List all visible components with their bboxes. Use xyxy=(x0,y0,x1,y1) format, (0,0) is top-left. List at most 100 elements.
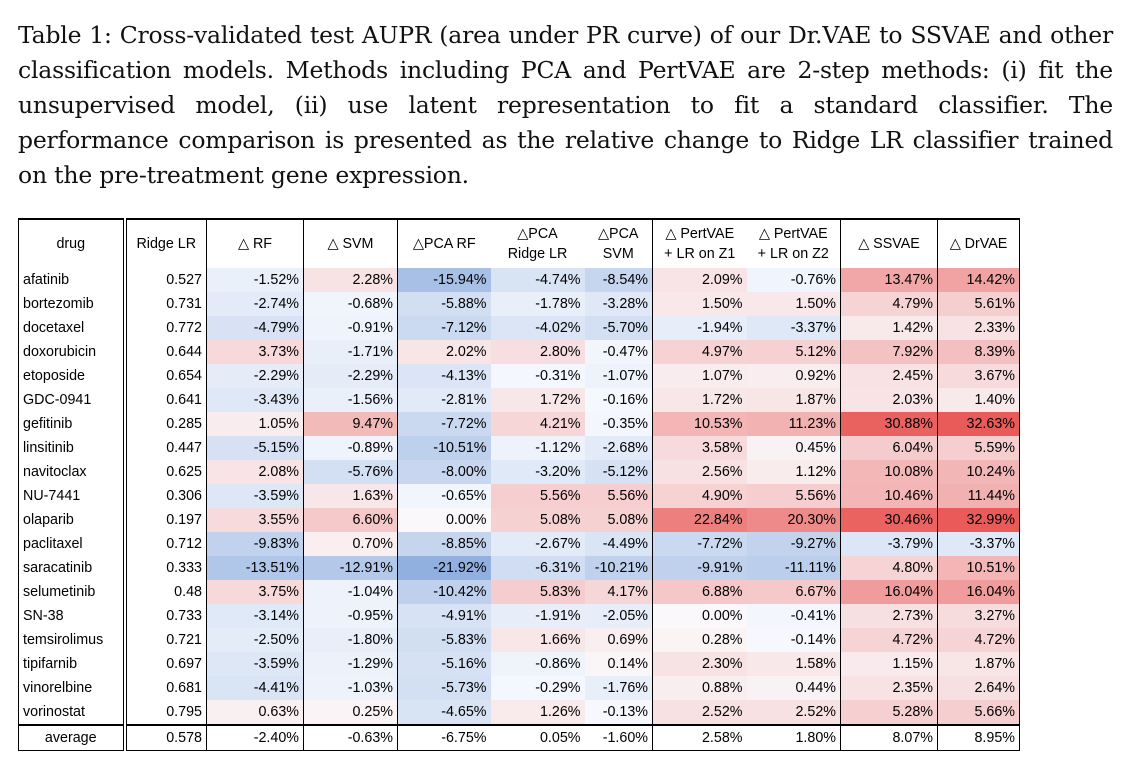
delta-cell: -0.89% xyxy=(303,436,398,460)
delta-cell: 2.35% xyxy=(840,676,938,700)
delta-cell: -7.12% xyxy=(397,316,491,340)
delta-cell: -3.43% xyxy=(206,388,304,412)
table-row: selumetinib 0.48 3.75% -1.04% -10.42% 5.83% 4.… xyxy=(18,580,1020,604)
table-row: GDC-0941 0.641 -3.43% -1.56% -2.81% 1.72% -0.1… xyxy=(18,388,1020,412)
delta-cell: 2.56% xyxy=(652,460,747,484)
delta-cell: -5.83% xyxy=(397,628,491,652)
column-header-line: △PCA xyxy=(598,226,639,242)
average-row: average 0.578 -2.40% -0.63% -6.75% 0.05% -1.60… xyxy=(18,724,1020,751)
delta-cell: -0.76% xyxy=(746,268,841,292)
delta-cell: 6.88% xyxy=(652,580,747,604)
column-header: △ SVM xyxy=(303,218,398,268)
delta-cell: -1.07% xyxy=(584,364,653,388)
delta-cell: 3.73% xyxy=(206,340,304,364)
delta-cell: 2.28% xyxy=(303,268,398,292)
ridge-lr-cell: 0.48 xyxy=(174,584,202,600)
delta-cell: 0.63% xyxy=(206,700,304,725)
drug-name-cell: saracatinib xyxy=(18,556,127,580)
delta-cell: 11.23% xyxy=(746,412,841,436)
table-body: afatinib 0.527 -1.52% 2.28% -15.94% -4.74% -8.… xyxy=(18,268,1020,751)
delta-cell: 0.88% xyxy=(652,676,747,700)
delta-cell: -9.83% xyxy=(206,532,304,556)
delta-cell: -0.14% xyxy=(746,628,841,652)
delta-cell: -0.16% xyxy=(584,388,653,412)
delta-cell: 1.15% xyxy=(840,652,938,676)
delta-cell: 3.27% xyxy=(937,604,1020,628)
column-header-line: drug xyxy=(56,236,86,252)
delta-cell: 0.28% xyxy=(652,628,747,652)
drug-name-cell: selumetinib xyxy=(18,580,127,604)
delta-cell: 5.56% xyxy=(746,484,841,508)
delta-cell: -1.29% xyxy=(303,652,398,676)
drug-name-cell: olaparib xyxy=(18,508,127,532)
delta-cell: 8.07% xyxy=(840,724,938,751)
drug-name-cell: doxorubicin xyxy=(18,340,127,364)
delta-cell: 4.72% xyxy=(840,628,938,652)
delta-cell: 2.73% xyxy=(840,604,938,628)
delta-cell: -1.71% xyxy=(303,340,398,364)
delta-cell: -2.67% xyxy=(490,532,585,556)
delta-cell: 1.58% xyxy=(746,652,841,676)
delta-cell: -1.52% xyxy=(206,268,304,292)
delta-cell: -4.02% xyxy=(490,316,585,340)
table-row: afatinib 0.527 -1.52% 2.28% -15.94% -4.74% -8.… xyxy=(18,268,1020,292)
delta-cell: -1.78% xyxy=(490,292,585,316)
table-row: saracatinib 0.333 -13.51% -12.91% -21.92% -6.… xyxy=(18,556,1020,580)
column-header-line: + LR on Z1 xyxy=(664,246,736,262)
delta-cell: -0.35% xyxy=(584,412,653,436)
delta-cell: 4.72% xyxy=(937,628,1020,652)
ridge-lr-cell: 0.654 xyxy=(166,368,202,384)
delta-cell: -1.12% xyxy=(490,436,585,460)
delta-cell: 0.00% xyxy=(652,604,747,628)
delta-cell: -10.51% xyxy=(397,436,491,460)
delta-cell: 22.84% xyxy=(652,508,747,532)
table-row: navitoclax 0.625 2.08% -5.76% -8.00% -3.20% -5… xyxy=(18,460,1020,484)
delta-cell: 2.80% xyxy=(490,340,585,364)
delta-cell: -3.37% xyxy=(746,316,841,340)
delta-cell: 5.61% xyxy=(937,292,1020,316)
ridge-lr-cell: 0.447 xyxy=(166,440,202,456)
delta-cell: 32.63% xyxy=(937,412,1020,436)
delta-cell: 2.03% xyxy=(840,388,938,412)
delta-cell: 5.83% xyxy=(490,580,585,604)
delta-cell: 16.04% xyxy=(937,580,1020,604)
column-header-line: Ridge LR xyxy=(136,236,197,252)
delta-cell: -0.13% xyxy=(584,700,653,725)
ridge-lr-cell: 0.721 xyxy=(166,632,202,648)
delta-cell: 2.08% xyxy=(206,460,304,484)
delta-cell: 1.72% xyxy=(490,388,585,412)
ridge-lr-cell: 0.641 xyxy=(166,392,202,408)
delta-cell: 1.50% xyxy=(652,292,747,316)
delta-cell: -1.56% xyxy=(303,388,398,412)
delta-cell: -3.14% xyxy=(206,604,304,628)
delta-cell: -2.50% xyxy=(206,628,304,652)
delta-cell: 1.63% xyxy=(303,484,398,508)
delta-cell: 1.87% xyxy=(937,652,1020,676)
delta-cell: -4.65% xyxy=(397,700,491,725)
column-header-line: △ PertVAE xyxy=(758,226,828,242)
delta-cell: 3.75% xyxy=(206,580,304,604)
delta-cell: 1.87% xyxy=(746,388,841,412)
table-row: olaparib 0.197 3.55% 6.60% 0.00% 5.08% 5.08% 22… xyxy=(18,508,1020,532)
delta-cell: 8.39% xyxy=(937,340,1020,364)
drug-name-cell: afatinib xyxy=(18,268,127,292)
delta-cell: -1.60% xyxy=(584,724,653,751)
delta-cell: -1.76% xyxy=(584,676,653,700)
column-header: △PCA RF xyxy=(397,218,491,268)
ridge-lr-cell: 0.285 xyxy=(166,416,202,432)
delta-cell: -1.03% xyxy=(303,676,398,700)
ridge-lr-cell: 0.795 xyxy=(166,704,202,720)
column-header-line: △ SVM xyxy=(327,236,374,252)
delta-cell: -5.16% xyxy=(397,652,491,676)
delta-cell: -2.05% xyxy=(584,604,653,628)
ridge-lr-cell: 0.625 xyxy=(166,464,202,480)
delta-cell: 13.47% xyxy=(840,268,938,292)
drug-name-cell: paclitaxel xyxy=(18,532,127,556)
delta-cell: 2.58% xyxy=(652,724,747,751)
table-row: linsitinib 0.447 -5.15% -0.89% -10.51% -1.12%… xyxy=(18,436,1020,460)
drug-name-cell: SN-38 xyxy=(18,604,127,628)
ridge-lr-cell: 0.644 xyxy=(166,344,202,360)
table-row: vorinostat 0.795 0.63% 0.25% -4.65% 1.26% -0.1… xyxy=(18,700,1020,725)
delta-cell: 1.80% xyxy=(746,724,841,751)
delta-cell: -6.75% xyxy=(397,724,491,751)
